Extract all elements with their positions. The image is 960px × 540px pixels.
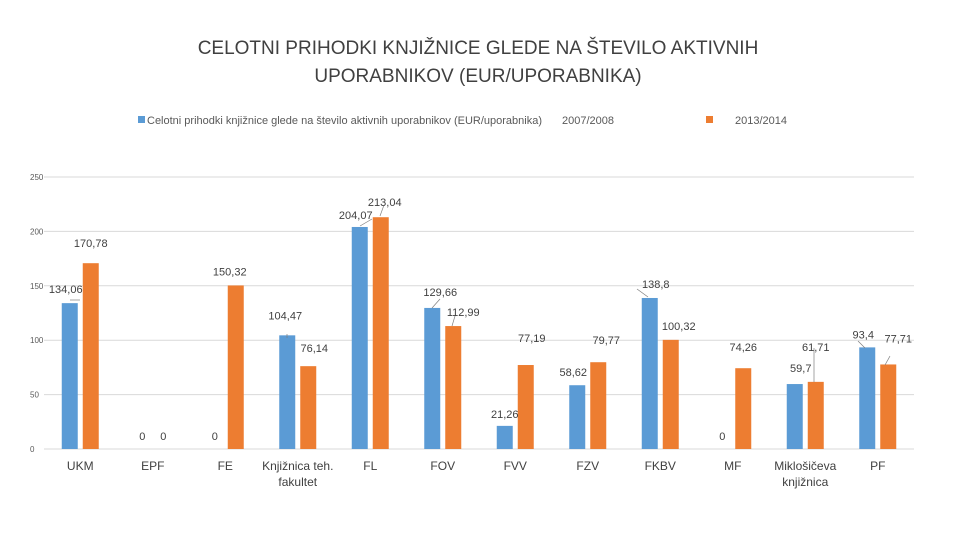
bar-s1 [424, 307, 441, 449]
bar-s2 [227, 285, 244, 449]
legend-label-2013-2014: 2013/2014 [735, 115, 787, 127]
data-label: 74,26 [729, 342, 757, 354]
label-leader-line [379, 204, 385, 217]
bars [61, 217, 897, 449]
bar-s1 [279, 335, 296, 449]
category-label: MF [724, 459, 741, 473]
data-label: 0 [719, 431, 725, 443]
legend-swatch-series-1 [138, 116, 145, 123]
bar-s1 [61, 303, 78, 449]
data-label: 213,04 [368, 197, 402, 209]
data-label: 150,32 [213, 266, 247, 278]
bar-s2 [590, 362, 607, 449]
data-label: 204,07 [339, 210, 373, 222]
data-label: 170,78 [74, 238, 108, 250]
label-leader-line [431, 298, 441, 309]
gridlines [44, 176, 914, 450]
label-leader-line [884, 355, 891, 366]
chart-title-line-1: CELOTNI PRIHODKI KNJIŽNICE GLEDE NA ŠTEV… [198, 37, 759, 59]
data-label: 76,14 [300, 343, 328, 355]
label-leader-line [359, 218, 373, 227]
bar-s1 [496, 425, 513, 449]
data-label: 100,32 [662, 321, 696, 333]
bar-s1 [641, 297, 658, 449]
category-label: UKM [67, 459, 94, 473]
data-label: 58,62 [559, 367, 587, 379]
bar-s2 [445, 326, 462, 449]
bar-s2 [82, 263, 99, 449]
data-label: 61,71 [802, 342, 830, 354]
data-label: 0 [160, 431, 166, 443]
category-label: PF [870, 459, 885, 473]
category-label: FL [363, 459, 377, 473]
y-tick-label: 200 [30, 227, 44, 236]
bar-s1 [859, 347, 876, 449]
y-tick-label: 100 [30, 336, 44, 345]
data-label: 0 [212, 431, 218, 443]
category-label: EPF [141, 459, 164, 473]
legend-label-series-1: Celotni prihodki knjižnice glede na štev… [147, 115, 542, 127]
category-label: FOV [430, 459, 455, 473]
bar-s2 [880, 364, 897, 449]
category-label: fakultet [278, 475, 317, 489]
data-label: 138,8 [642, 279, 670, 291]
category-label: Miklošičeva [774, 459, 836, 473]
label-leader-line [451, 315, 456, 327]
y-tick-label: 50 [30, 391, 39, 400]
category-label: knjižnica [782, 475, 828, 489]
chart-title-line-2: UPORABNIKOV (EUR/UPORABNIKA) [314, 66, 641, 87]
legend-swatch-2013-2014 [706, 116, 713, 123]
x-axis-categories: UKM EPF FE Knjižnica teh. fakultet FL FOV FVV FZ… [67, 459, 886, 489]
data-label: 77,71 [884, 333, 912, 345]
legend: Celotni prihodki knjižnice glede na štev… [138, 115, 787, 127]
category-label: FKBV [645, 459, 676, 473]
category-label: FVV [504, 459, 527, 473]
bar-s2 [735, 368, 752, 449]
label-leader-line [636, 288, 649, 298]
category-label: FZV [576, 459, 599, 473]
y-tick-label: 250 [30, 173, 44, 182]
bar-s2 [300, 366, 317, 449]
bar-s1 [786, 384, 803, 449]
data-label: 112,99 [447, 307, 480, 319]
bar-s2 [662, 339, 679, 449]
data-label: 129,66 [423, 287, 457, 299]
data-label: 59,7 [790, 363, 811, 375]
data-label: 21,26 [491, 409, 519, 421]
data-label: 104,47 [268, 310, 302, 322]
data-label: 134,06 [49, 284, 83, 296]
label-leaders [70, 204, 891, 382]
bar-s2 [517, 365, 534, 449]
data-label: 79,77 [592, 335, 620, 347]
category-label: Knjižnica teh. [262, 459, 333, 473]
y-axis-ticks: 0 50 100 150 200 250 [30, 173, 44, 454]
bar-s1 [569, 385, 586, 449]
y-tick-label: 150 [30, 282, 44, 291]
bar-s2 [807, 381, 824, 449]
legend-label-2007-2008: 2007/2008 [562, 115, 614, 127]
data-label: 77,19 [518, 333, 546, 345]
label-leader-line [857, 340, 866, 349]
data-label: 93,4 [853, 329, 874, 341]
category-label: FE [218, 459, 233, 473]
bar-s2 [372, 217, 389, 449]
bar-s1 [351, 226, 368, 449]
y-tick-label: 0 [30, 445, 35, 454]
data-label: 0 [139, 431, 145, 443]
